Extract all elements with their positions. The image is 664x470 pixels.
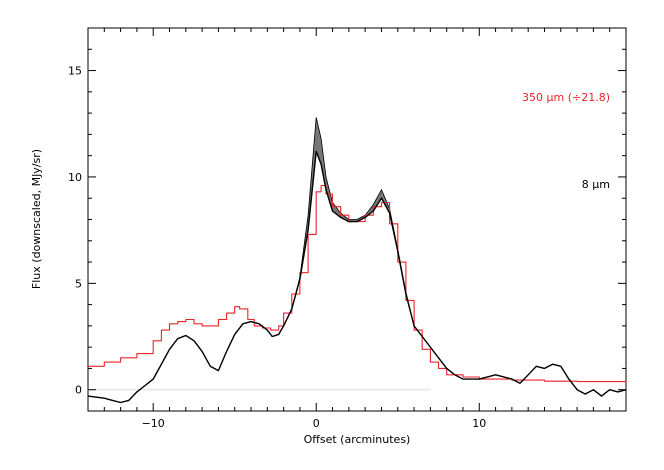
series-8um-line	[87, 150, 627, 404]
y-axis-title: Flux (downscaled, MJy/sr)	[30, 149, 43, 289]
x-axis-title: Offset (arcminutes)	[304, 433, 411, 446]
legend-350um: 350 µm (÷21.8)	[522, 91, 610, 104]
series-350um-line	[88, 184, 627, 383]
y-tick-label: 5	[75, 277, 82, 290]
x-tick-label: 0	[313, 417, 320, 430]
band-8um	[87, 117, 627, 403]
x-tick-label: −10	[142, 417, 165, 430]
axis-tick-labels: −10 0 10 0 5 10 15	[68, 65, 486, 430]
8um-uncertainty-band	[87, 117, 627, 403]
x-tick-label: 10	[472, 417, 486, 430]
series-lines	[87, 150, 627, 404]
legend-8um: 8 µm	[582, 178, 610, 191]
y-tick-label: 15	[68, 65, 82, 78]
y-tick-label: 0	[75, 384, 82, 397]
y-tick-label: 10	[68, 171, 82, 184]
axis-ticks	[87, 27, 627, 412]
